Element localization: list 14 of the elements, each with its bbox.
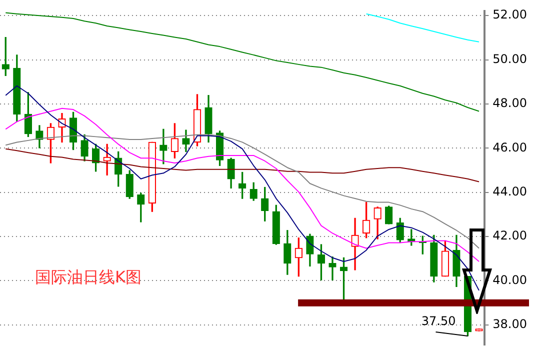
y-tick-label: 38.00 <box>492 317 528 332</box>
candlestick <box>328 256 336 280</box>
y-tick-label: 52.00 <box>492 8 528 22</box>
y-tick-label: 40.00 <box>492 272 528 287</box>
y-tick-label: 48.00 <box>492 96 528 110</box>
text: 国际油日线K图 <box>35 268 142 287</box>
y-tick-label: 50.00 <box>492 52 528 66</box>
candlestick <box>160 128 168 164</box>
candlestick <box>103 144 111 176</box>
annotation: 37.50 <box>421 314 456 328</box>
y-tick-label: 42.00 <box>492 228 528 243</box>
candlestick <box>351 218 359 270</box>
y-tick-label: 46.00 <box>492 140 528 154</box>
y-tick-label: 44.00 <box>492 184 528 198</box>
